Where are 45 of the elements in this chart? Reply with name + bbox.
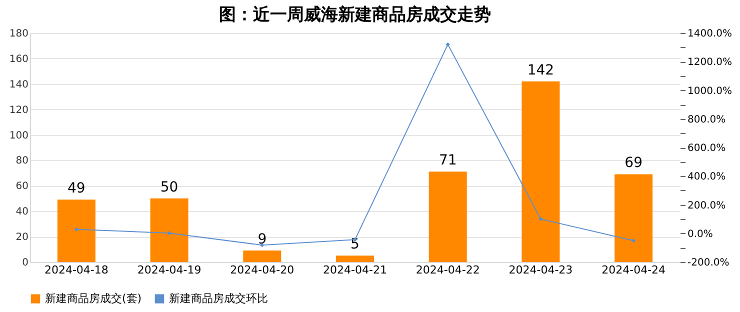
y-tick-label: 0 [22,258,28,268]
y-tick-label: 100 [9,130,28,142]
bar [150,198,188,262]
x-tick-label: 2024-04-19 [137,264,202,276]
x-tick-label: 2024-04-23 [508,264,573,276]
bar [57,200,96,262]
y2-tick-label: 1200.0% [688,57,732,68]
y-tick-label: 80 [16,156,28,167]
data-label: 142 [527,62,554,78]
bar [614,174,653,262]
y-tick-label: 160 [9,54,28,65]
legend-label: 新建商品房成交环比 [169,292,268,305]
y2-tick-label: 0.0% [688,228,713,240]
y-tick-label: 20 [16,232,28,244]
x-tick-label: 2024-04-22 [416,264,480,276]
y2-tick-label: 200.0% [688,200,726,212]
x-tick-label: 2024-04-18 [44,264,108,276]
y2-tick-label: -200.0% [688,258,730,268]
x-tick-label: 2024-04-24 [602,264,666,276]
point [631,238,636,243]
data-label: 69 [624,155,642,172]
point [446,42,450,47]
y2-tick-label: 800.0% [688,114,726,126]
point [74,227,79,232]
y-tick-label: 180 [9,28,28,40]
y-tick-label: 60 [16,181,28,192]
y2-tick-label: 1400.0% [688,28,732,40]
bar [428,172,467,262]
y-tick-label: 40 [16,206,28,218]
bar [522,81,560,262]
chart-title: 图：近一周威海新建商品房成交走势 [219,5,491,25]
y2-tick-label: 600.0% [688,143,726,154]
data-label: 9 [258,232,267,248]
y2-tick-label: 1000.0% [688,86,732,97]
bar [243,250,282,262]
y2-tick-label: 400.0% [688,172,726,183]
x-tick-label: 2024-04-21 [323,264,387,276]
data-label: 50 [160,179,178,196]
data-label: 49 [68,180,86,197]
legend-label: 新建商品房成交(套) [45,292,142,305]
bar [336,256,374,262]
y-tick-label: 140 [9,79,28,90]
y-tick-label: 120 [9,104,28,116]
x-tick-label: 2024-04-20 [230,264,294,276]
data-label: 71 [438,152,457,169]
